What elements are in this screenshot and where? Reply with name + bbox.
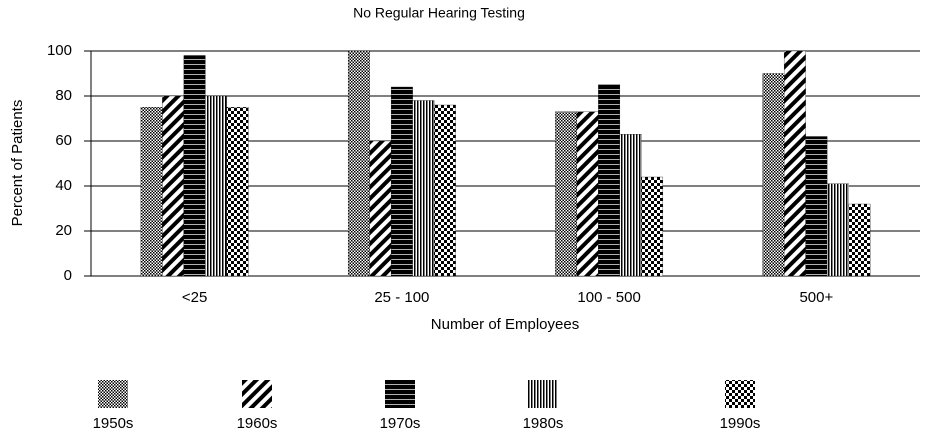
legend-swatch xyxy=(528,380,558,408)
chart-title: No Regular Hearing Testing xyxy=(353,5,525,21)
y-tick-label: 100 xyxy=(47,42,72,59)
bar xyxy=(390,86,413,277)
bar xyxy=(826,183,849,277)
y-tick-label: 60 xyxy=(55,132,72,149)
bar xyxy=(555,111,578,277)
bar xyxy=(347,50,370,277)
legend-label: 1960s xyxy=(237,415,278,432)
bar xyxy=(783,50,806,277)
bar xyxy=(205,95,228,277)
bar xyxy=(805,136,828,277)
y-tick-label: 80 xyxy=(55,87,72,104)
x-tick-label: 25 - 100 xyxy=(374,289,429,306)
bar xyxy=(848,203,871,277)
bar xyxy=(162,95,185,277)
bar xyxy=(762,73,785,277)
bar xyxy=(369,140,392,277)
x-tick-label: 500+ xyxy=(799,289,833,306)
x-axis-label: Number of Employees xyxy=(431,316,579,333)
bar xyxy=(183,55,206,277)
legend-swatch xyxy=(98,380,128,408)
legend-swatch xyxy=(242,380,272,408)
legend-swatch xyxy=(385,380,415,408)
bar xyxy=(598,84,621,277)
bar xyxy=(576,111,599,277)
y-tick-label: 0 xyxy=(64,267,72,284)
bar xyxy=(641,176,664,277)
bar xyxy=(140,107,163,277)
x-tick-label: 100 - 500 xyxy=(577,289,640,306)
bar xyxy=(226,107,249,277)
y-tick-label: 40 xyxy=(55,177,72,194)
x-tick-label: <25 xyxy=(182,289,207,306)
y-axis-label: Percent of Patients xyxy=(9,100,26,227)
y-tick-label: 20 xyxy=(55,222,72,239)
bar xyxy=(433,104,456,277)
legend-label: 1980s xyxy=(523,415,564,432)
legend-label: 1990s xyxy=(720,415,761,432)
bar xyxy=(619,134,642,277)
legend-label: 1950s xyxy=(93,415,134,432)
bar xyxy=(412,100,435,277)
legend-swatch xyxy=(725,380,755,408)
legend-label: 1970s xyxy=(380,415,421,432)
